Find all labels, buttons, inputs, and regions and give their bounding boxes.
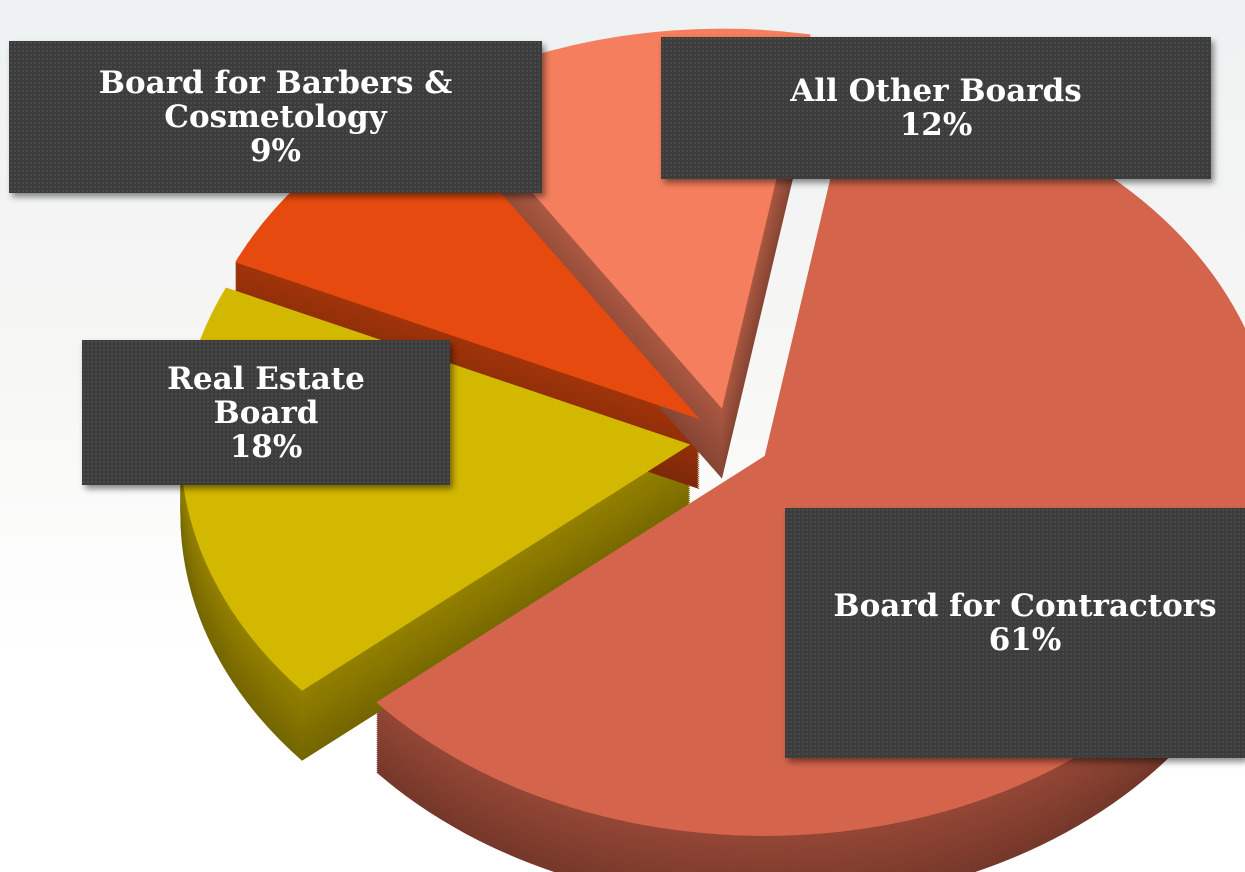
category-label: All Other Boards: [790, 73, 1082, 109]
category-label: Board for Contractors: [833, 588, 1217, 624]
category-label: Board for Barbers & Cosmetology: [98, 65, 453, 135]
data-label: Board for Contractors 61%: [785, 508, 1245, 758]
value-label: 61%: [988, 622, 1062, 658]
value-label: 18%: [229, 428, 303, 465]
data-label: Board for Barbers & Cosmetology 9%: [9, 41, 542, 193]
value-label: 12%: [899, 107, 973, 143]
data-label: Real Estate Board 18%: [82, 340, 450, 485]
category-label: Real Estate Board: [167, 360, 365, 431]
value-label: 9%: [249, 133, 302, 169]
data-label: All Other Boards 12%: [661, 37, 1211, 179]
